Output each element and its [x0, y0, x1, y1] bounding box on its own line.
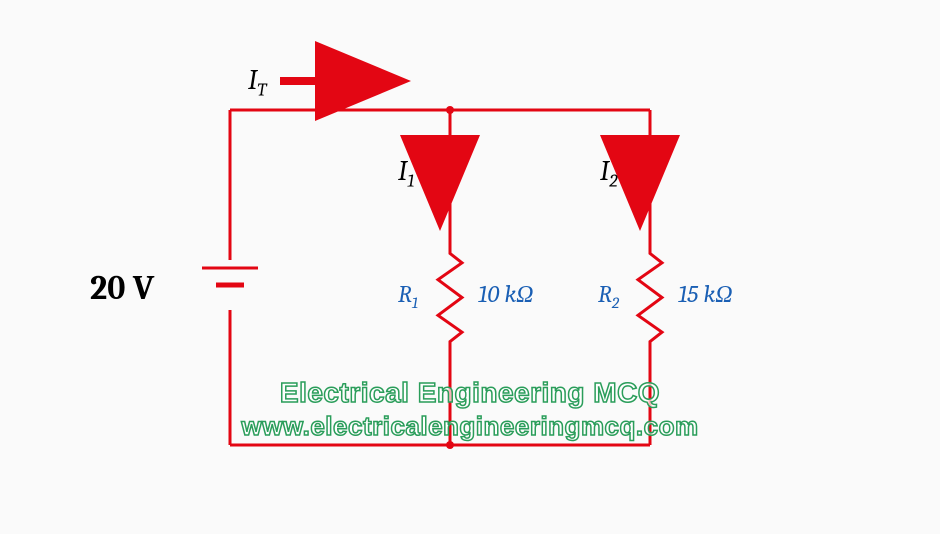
resistor-r1-value: 10 kΩ	[478, 280, 534, 309]
current-it-label: IT	[248, 64, 266, 101]
watermark-title: Electrical Engineering MCQ	[260, 375, 680, 411]
current-i1-label: I1	[398, 155, 414, 192]
circuit-diagram: 20 V IT I1 I2 R1 10 kΩ R2 15 kΩ Electric…	[0, 0, 940, 530]
current-i2-label: I2	[600, 155, 618, 192]
resistor-r2-value: 15 kΩ	[678, 280, 733, 309]
resistor-r2-symbol: R2	[598, 280, 619, 312]
voltage-source-label: 20 V	[90, 268, 154, 308]
circuit-svg	[0, 0, 940, 530]
watermark-url: www.electricalengineeringmcq.com	[230, 410, 710, 444]
resistor-r1-symbol: R1	[398, 280, 418, 312]
